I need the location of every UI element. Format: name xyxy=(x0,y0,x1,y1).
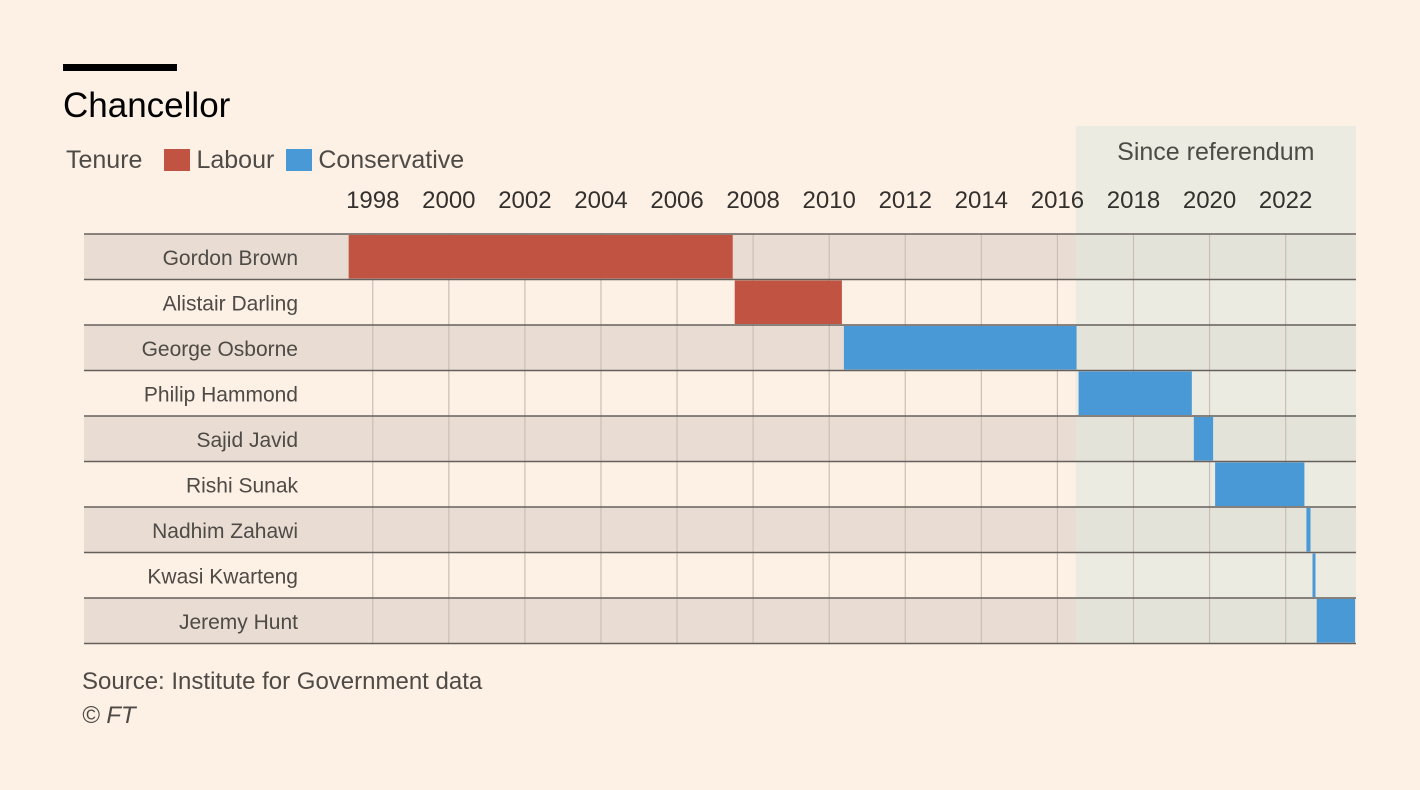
tenure-bar xyxy=(1193,417,1214,461)
x-tick-label: 2010 xyxy=(803,187,856,214)
tenure-bar xyxy=(348,235,733,279)
legend: Tenure Labour Conservative xyxy=(66,143,476,177)
x-tick-label: 2014 xyxy=(955,187,1008,214)
source-note: Source: Institute for Government data xyxy=(82,668,483,695)
legend-item-labour: Labour xyxy=(164,146,274,175)
row-label: George Osborne xyxy=(142,338,298,361)
x-tick-label: 2008 xyxy=(726,187,779,214)
legend-text-labour: Labour xyxy=(196,145,275,174)
legend-swatch-conservative xyxy=(286,149,313,171)
chart-title: Chancellor xyxy=(63,86,231,125)
tenure-bar xyxy=(1306,508,1311,552)
row-label: Sajid Javid xyxy=(196,429,298,452)
legend-swatch-labour xyxy=(164,149,191,171)
tenure-bar xyxy=(1215,462,1305,506)
legend-text-conservative: Conservative xyxy=(318,145,465,174)
x-tick-label: 2012 xyxy=(879,187,932,214)
x-tick-label: 2004 xyxy=(574,187,627,214)
title-accent-bar xyxy=(63,64,177,71)
tenure-bar xyxy=(1316,599,1355,643)
tenure-bar xyxy=(1078,371,1192,415)
row-label: Alistair Darling xyxy=(163,292,298,315)
row-label: Kwasi Kwarteng xyxy=(147,565,298,588)
x-tick-label: 2002 xyxy=(498,187,551,214)
gantt-chart: Since referendum 1998 2000 2002 2004 2006 2008… xyxy=(84,126,1356,645)
copyright: © FT xyxy=(82,702,136,729)
row-label: Nadhim Zahawi xyxy=(152,520,298,543)
x-tick-label: 2018 xyxy=(1107,187,1160,214)
x-tick-label: 2006 xyxy=(650,187,703,214)
tenure-bar xyxy=(1312,553,1316,597)
x-tick-label: 2022 xyxy=(1259,187,1312,214)
x-tick-label: 2016 xyxy=(1031,187,1084,214)
legend-item-conservative: Conservative xyxy=(286,146,464,175)
tenure-bar xyxy=(843,326,1077,370)
x-tick-label: 2020 xyxy=(1183,187,1236,214)
row-label: Rishi Sunak xyxy=(186,474,299,497)
x-tick-label: 2000 xyxy=(422,187,475,214)
row-label: Philip Hammond xyxy=(144,383,298,406)
tenure-bar xyxy=(734,280,842,324)
legend-label: Tenure xyxy=(66,145,143,174)
row-label: Gordon Brown xyxy=(163,247,298,270)
referendum-label: Since referendum xyxy=(1117,138,1314,166)
x-tick-label: 1998 xyxy=(346,187,399,214)
row-label: Jeremy Hunt xyxy=(179,611,298,634)
